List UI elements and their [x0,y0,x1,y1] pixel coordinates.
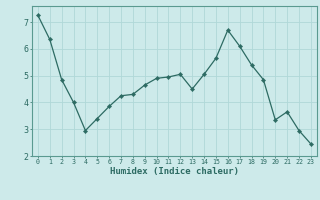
X-axis label: Humidex (Indice chaleur): Humidex (Indice chaleur) [110,167,239,176]
